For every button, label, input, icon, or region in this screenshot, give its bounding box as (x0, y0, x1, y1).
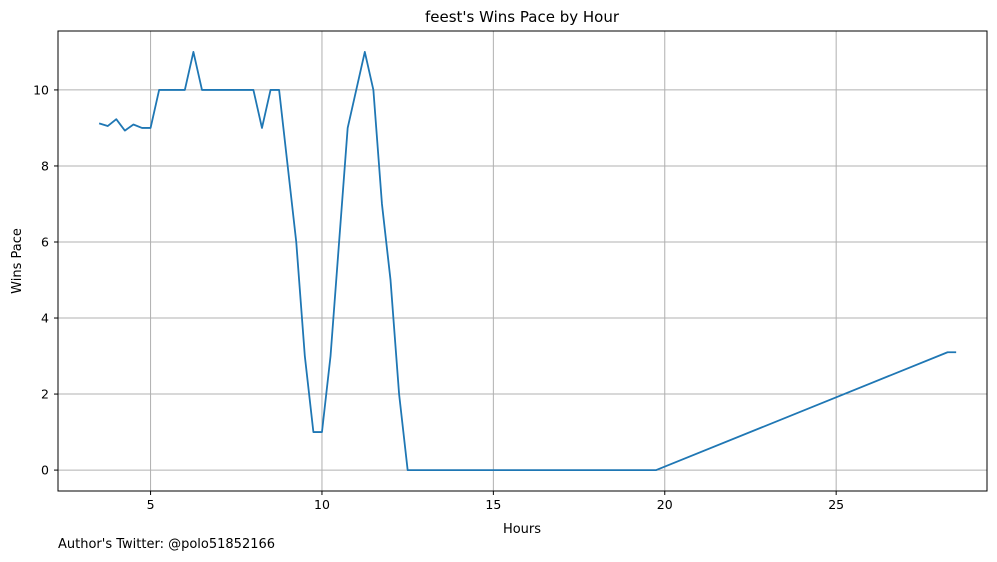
x-tick-label: 15 (485, 497, 501, 512)
author-credit: Author's Twitter: @polo51852166 (58, 537, 276, 552)
y-tick-label: 0 (41, 463, 49, 478)
plot-frame (57, 30, 988, 492)
y-tick-label: 4 (41, 311, 49, 326)
y-tick-label: 8 (41, 158, 49, 173)
y-tick-label: 10 (33, 82, 49, 97)
x-tick-label: 20 (657, 497, 673, 512)
x-tick-label: 5 (147, 497, 155, 512)
series-line (98, 51, 957, 471)
y-tick-label: 6 (41, 234, 49, 249)
series-layer (98, 51, 957, 471)
chart-title: feest's Wins Pace by Hour (425, 8, 620, 26)
x-tick-label: 25 (828, 497, 844, 512)
ticks: 5 10 15 20 25 0 2 4 6 8 10 (33, 82, 844, 512)
grid (58, 31, 987, 491)
x-tick-label: 10 (314, 497, 330, 512)
y-tick-label: 2 (41, 387, 49, 402)
x-axis-label: Hours (503, 522, 541, 537)
y-axis-label: Wins Pace (10, 228, 25, 294)
